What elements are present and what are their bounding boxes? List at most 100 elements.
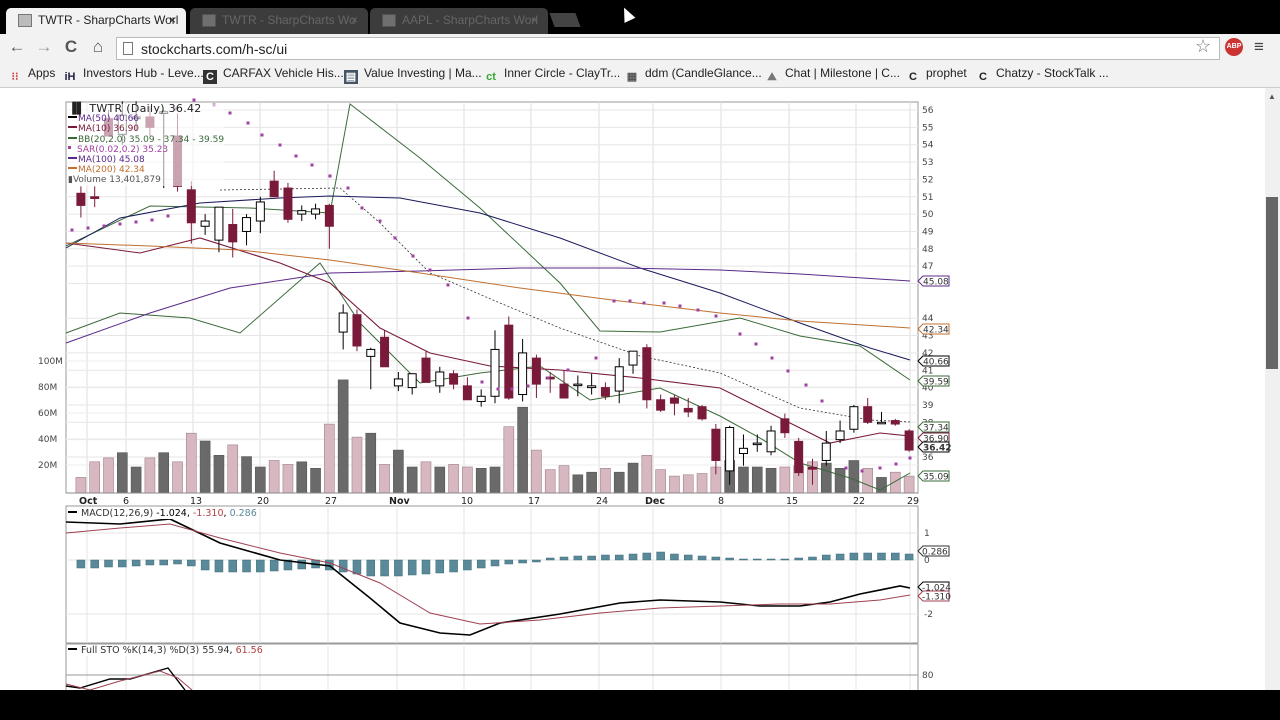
apps-grid-icon: ⁝⁝ (11, 71, 19, 83)
tab-twtr-active[interactable]: TWTR - SharpCharts Worl × (6, 8, 186, 34)
bookmark-apps[interactable]: ⁝⁝ Apps (8, 66, 56, 84)
svg-text:35.09: 35.09 (923, 473, 949, 483)
svg-text:43: 43 (922, 332, 933, 342)
legend-volume: ▮Volume 13,401,879 (68, 175, 224, 185)
home-icon[interactable]: ⌂ (92, 37, 104, 56)
svg-text:39.59: 39.59 (923, 378, 949, 388)
legend-label: MA(50) 40.66 (78, 114, 140, 125)
svg-text:27: 27 (325, 496, 337, 507)
svg-text:49: 49 (922, 227, 934, 237)
bookmark-label: ddm (CandleGlance... (645, 66, 762, 80)
forward-icon[interactable]: → (35, 37, 53, 56)
carfax-icon: C (203, 70, 217, 84)
browser-toolbar: ← → C ⌂ stockcharts.com/h-sc/ui ☆ ABP ≡ (0, 34, 1280, 62)
vertical-scrollbar[interactable] (1265, 88, 1280, 690)
legend-ma100: MA(100) 45.08 (68, 155, 224, 165)
bookmark-inner-circle[interactable]: ct Inner Circle - ClayTr... (484, 66, 620, 84)
legend-label: MA(100) 45.08 (78, 155, 145, 166)
tab-title: TWTR - SharpCharts Worl (38, 13, 179, 27)
bookmark-label: Chatzy - StockTalk ... (996, 66, 1109, 80)
svg-text:41: 41 (922, 366, 933, 376)
bookmark-carfax[interactable]: C CARFAX Vehicle His... (203, 66, 344, 84)
sto-d-value: 61.56 (235, 645, 263, 656)
bookmark-ddm[interactable]: ▦ ddm (CandleGlance... (625, 66, 762, 84)
macd-value: -1.024 (156, 508, 187, 519)
bookmark-label: CARFAX Vehicle His... (223, 66, 344, 80)
svg-text:-1.310: -1.310 (922, 593, 951, 603)
macd-signal-value: -1.310 (192, 508, 224, 519)
svg-text:6: 6 (123, 496, 129, 507)
macd-label: MACD(12,26,9) (81, 508, 154, 519)
svg-text:42: 42 (922, 349, 933, 359)
back-icon[interactable]: ← (8, 37, 26, 56)
bookmark-investors-hub[interactable]: iH Investors Hub - Leve... (63, 66, 204, 84)
legend-label: MA(10) 36.90 (78, 124, 140, 135)
svg-text:29: 29 (907, 496, 919, 507)
legend-ma50: MA(50) 40.66 (68, 114, 224, 124)
reload-icon[interactable]: C (64, 37, 78, 56)
url-text: stockcharts.com/h-sc/ui (141, 41, 288, 57)
c-icon: C (979, 71, 987, 83)
chart-title: ▐▌ TWTR (Daily) 36.42 (68, 102, 224, 115)
svg-text:20: 20 (257, 496, 269, 507)
svg-text:17: 17 (528, 496, 540, 507)
legend-sar: SAR(0.02,0.2) 35.23 (68, 145, 224, 155)
svg-text:37.34: 37.34 (923, 424, 949, 434)
svg-text:36.42: 36.42 (923, 444, 951, 454)
chrome-menu-icon[interactable]: ≡ (1254, 37, 1264, 56)
svg-text:40M: 40M (38, 435, 57, 445)
legend-ma10: MA(10) 36.90 (68, 124, 224, 134)
svg-text:48: 48 (922, 245, 934, 255)
svg-text:40: 40 (922, 384, 934, 394)
tab-twtr-2[interactable]: TWTR - SharpCharts Wo × (190, 8, 368, 34)
scroll-up-arrow-icon[interactable]: ▲ (1268, 92, 1276, 101)
legend-ma200: MA(200) 42.34 (68, 165, 224, 175)
legend-label: SAR(0.02,0.2) 35.23 (77, 144, 169, 155)
tab-close-icon[interactable]: × (168, 13, 176, 27)
tab-title: TWTR - SharpCharts Wo (222, 13, 356, 27)
tab-strip: TWTR - SharpCharts Worl × TWTR - SharpCh… (0, 0, 1280, 34)
sto-k-value: 55.94 (202, 645, 230, 656)
svg-text:8: 8 (718, 496, 724, 507)
tab-close-icon[interactable]: × (530, 13, 538, 27)
bookmark-label: Apps (28, 66, 56, 80)
page-icon (123, 42, 133, 55)
scrollbar-thumb[interactable] (1266, 197, 1278, 369)
svg-text:13: 13 (190, 496, 202, 507)
mouse-cursor-icon (618, 5, 636, 23)
svg-text:42.34: 42.34 (923, 326, 949, 336)
volume-bars-icon: ▮ (68, 175, 73, 186)
price-chart-legend: ▐▌ TWTR (Daily) 36.42 MA(50) 40.66 MA(10… (68, 102, 225, 186)
screen-bottom-bar (0, 690, 1280, 720)
milestone-icon: ⛰ (767, 71, 777, 83)
svg-text:100M: 100M (38, 357, 63, 367)
chart-title-text: TWTR (Daily) 36.42 (89, 102, 202, 115)
svg-text:20M: 20M (38, 461, 57, 471)
page-icon: ▤ (344, 70, 358, 84)
svg-text:1: 1 (924, 529, 930, 539)
bookmark-star-icon[interactable]: ☆ (1195, 36, 1212, 56)
svg-text:80M: 80M (38, 383, 57, 393)
c-icon: C (909, 71, 917, 83)
address-bar[interactable]: stockcharts.com/h-sc/ui (116, 37, 1220, 60)
tab-aapl[interactable]: AAPL - SharpCharts Worl × (370, 8, 548, 34)
new-tab-button[interactable] (549, 13, 581, 27)
legend-label: Volume 13,401,879 (72, 175, 161, 186)
adblock-plus-icon[interactable]: ABP (1225, 38, 1243, 56)
legend-bb: BB(20,2.0) 35.09 - 37.34 - 39.59 (68, 135, 224, 145)
chart-icon: ▐▌ (68, 102, 86, 115)
tab-close-icon[interactable]: × (350, 13, 358, 27)
chart-icon: ▦ (626, 71, 638, 83)
bookmark-chatzy[interactable]: C Chatzy - StockTalk ... (976, 66, 1109, 84)
bookmark-value-investing[interactable]: ▤ Value Investing | Ma... (344, 66, 482, 84)
svg-text:Nov: Nov (389, 496, 410, 507)
svg-text:47: 47 (922, 262, 933, 272)
svg-text:22: 22 (853, 496, 865, 507)
bookmark-label: prophet (926, 66, 967, 80)
bookmark-chat-milestone[interactable]: ⛰ Chat | Milestone | C... (765, 66, 900, 84)
sto-label: Full STO %K(14,3) %D(3) (81, 645, 200, 656)
svg-text:52: 52 (922, 175, 933, 185)
stockcharts-favicon (382, 14, 396, 27)
sharpchart[interactable]: 5655545352515049484746444342414039383736… (0, 88, 1265, 690)
